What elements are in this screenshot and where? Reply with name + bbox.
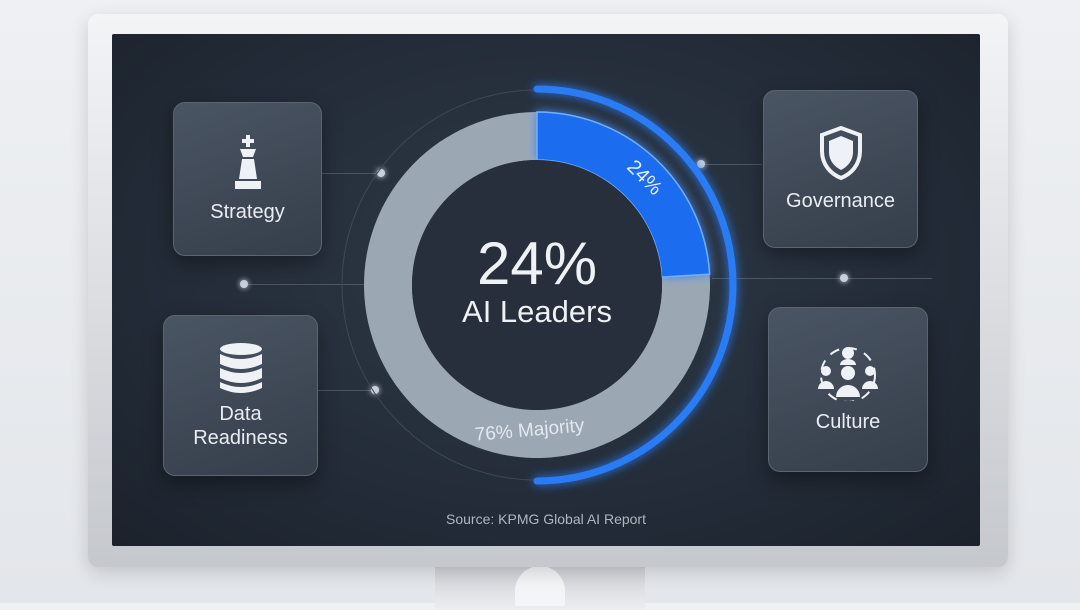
card-culture: Culture: [768, 307, 928, 472]
donut-chart: 24% AI Leaders 24% 76% Majority: [341, 85, 737, 485]
card-label: Culture: [815, 411, 881, 433]
center-label: AI Leaders: [462, 294, 612, 329]
card-label-line1: Data: [219, 402, 262, 425]
connector-line: [712, 278, 932, 279]
shield-icon: [819, 125, 862, 180]
monitor-screen: 24% AI Leaders 24% 76% Majority Strategy…: [112, 34, 980, 546]
connector-dot: [377, 169, 385, 177]
database-icon: [219, 342, 262, 393]
connector-line: [317, 390, 377, 391]
connector-dot: [371, 386, 379, 394]
monitor-stand: [435, 560, 645, 610]
card-data-readiness: Data Readiness: [163, 315, 318, 476]
highlight-arc: [533, 85, 737, 485]
connector-dot: [840, 274, 848, 282]
source-caption: Source: KPMG Global AI Report: [446, 511, 646, 527]
center-value: 24%: [477, 230, 597, 297]
connector-line: [242, 284, 382, 285]
connector-line: [322, 173, 382, 174]
card-label: Strategy: [210, 200, 285, 223]
connector-dot: [697, 160, 705, 168]
card-governance: Governance: [763, 90, 918, 248]
stand-cutout: [515, 566, 565, 606]
connector-line: [702, 164, 762, 165]
card-label-line2: Readiness: [193, 426, 288, 449]
donut-hole: [412, 160, 662, 410]
card-label: Governance: [786, 189, 895, 212]
connector-dot: [240, 280, 248, 288]
chess-king-icon: [234, 134, 261, 189]
card-strategy: Strategy: [173, 102, 322, 256]
people-network-icon: [818, 347, 878, 401]
